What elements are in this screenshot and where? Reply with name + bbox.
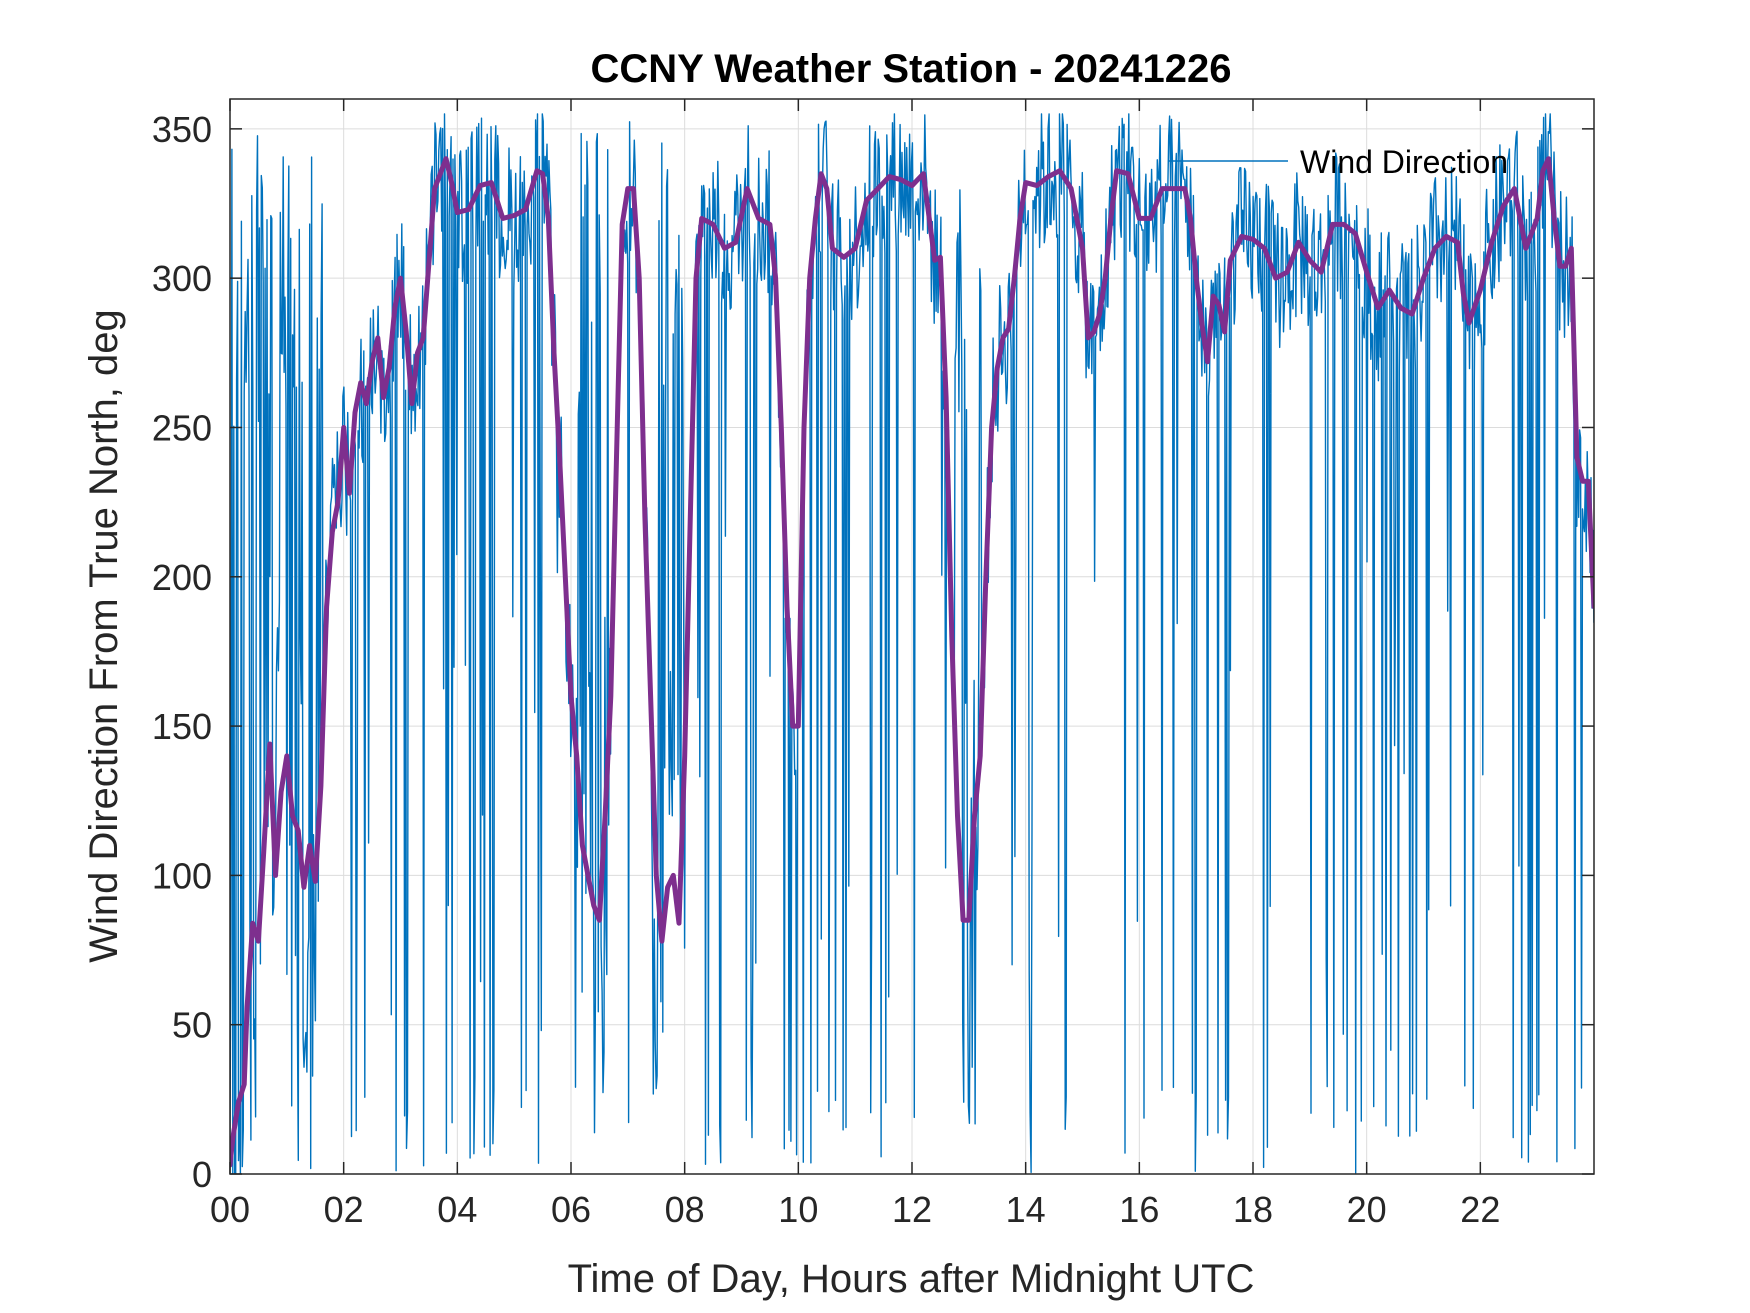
x-tick-label: 10 <box>778 1189 818 1230</box>
x-tick-label: 06 <box>551 1189 591 1230</box>
x-tick-label: 00 <box>210 1189 250 1230</box>
x-tick-label: 14 <box>1006 1189 1046 1230</box>
y-tick-label: 100 <box>152 855 212 896</box>
series-line-wind-direction <box>230 113 1594 1174</box>
chart-title: CCNY Weather Station - 20241226 <box>591 47 1232 91</box>
x-axis-ticks: 00 02 04 06 08 10 12 14 16 18 20 22 <box>210 99 1500 1230</box>
series-line-running-mean <box>230 156 1594 1168</box>
x-tick-label: 12 <box>892 1189 932 1230</box>
y-tick-label: 50 <box>172 1005 212 1046</box>
y-tick-label: 150 <box>152 706 212 747</box>
x-tick-label: 02 <box>324 1189 364 1230</box>
y-tick-label: 200 <box>152 557 212 598</box>
x-tick-label: 04 <box>437 1189 477 1230</box>
y-axis-label: Wind Direction From True North, deg <box>82 309 126 963</box>
y-tick-label: 350 <box>152 109 212 150</box>
y-axis-ticks: 0 50 100 150 200 250 300 350 <box>152 109 1594 1195</box>
y-tick-label: 250 <box>152 407 212 448</box>
x-tick-label: 20 <box>1347 1189 1387 1230</box>
y-tick-label: 0 <box>192 1154 212 1195</box>
plot-area <box>230 113 1594 1174</box>
legend: Wind Direction <box>1168 144 1508 180</box>
legend-label-wind-direction: Wind Direction <box>1300 144 1508 180</box>
x-tick-label: 22 <box>1460 1189 1500 1230</box>
x-tick-label: 16 <box>1119 1189 1159 1230</box>
x-axis-label: Time of Day, Hours after Midnight UTC <box>568 1257 1255 1301</box>
x-tick-label: 18 <box>1233 1189 1273 1230</box>
y-tick-label: 300 <box>152 258 212 299</box>
x-tick-label: 08 <box>665 1189 705 1230</box>
